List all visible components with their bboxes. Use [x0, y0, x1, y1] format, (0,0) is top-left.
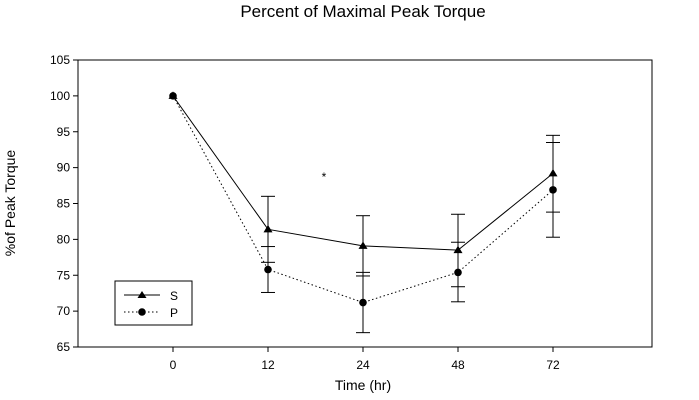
- x-tick-label: 48: [451, 358, 465, 372]
- legend-label-p: P: [170, 306, 178, 320]
- data-point-s: [453, 245, 463, 254]
- y-tick-label: 65: [57, 340, 71, 354]
- data-point-s: [548, 168, 558, 177]
- x-tick-label: 12: [261, 358, 275, 372]
- legend-marker-p: [138, 308, 146, 316]
- x-tick-label: 24: [356, 358, 370, 372]
- series-line-p: [172, 95, 554, 304]
- data-point-p: [454, 268, 462, 277]
- significance-annotation: *: [322, 170, 327, 184]
- data-point-p: [359, 298, 367, 307]
- data-point-p: [169, 92, 177, 100]
- y-tick-label: 75: [57, 268, 71, 282]
- y-tick-label: 100: [50, 89, 70, 103]
- legend-box: [114, 280, 193, 326]
- y-axis-label: %of Peak Torque: [2, 150, 18, 257]
- data-point-p: [549, 186, 557, 194]
- y-axis-ticks: 65 70 75 80 85 90 95 100 105: [50, 53, 78, 354]
- y-tick-label: 80: [57, 232, 71, 246]
- data-point-p: [264, 265, 272, 274]
- x-tick-label: 72: [546, 358, 560, 372]
- y-tick-label: 90: [57, 161, 71, 175]
- x-axis-ticks: 0 12 24 48 72: [170, 347, 560, 372]
- x-tick-label: 0: [170, 358, 177, 372]
- legend-marker-s: [137, 291, 147, 298]
- legend-label-s: S: [170, 289, 178, 303]
- series-layer: [168, 91, 560, 334]
- data-point-s: [358, 241, 368, 249]
- y-tick-label: 70: [57, 304, 71, 318]
- data-point-s: [263, 224, 273, 233]
- y-tick-label: 85: [57, 197, 71, 211]
- chart-title: Percent of Maximal Peak Torque: [240, 2, 485, 21]
- y-tick-label: 105: [50, 53, 70, 67]
- y-tick-label: 95: [57, 125, 71, 139]
- x-axis-label: Time (hr): [335, 377, 391, 393]
- legend: S P: [114, 280, 193, 326]
